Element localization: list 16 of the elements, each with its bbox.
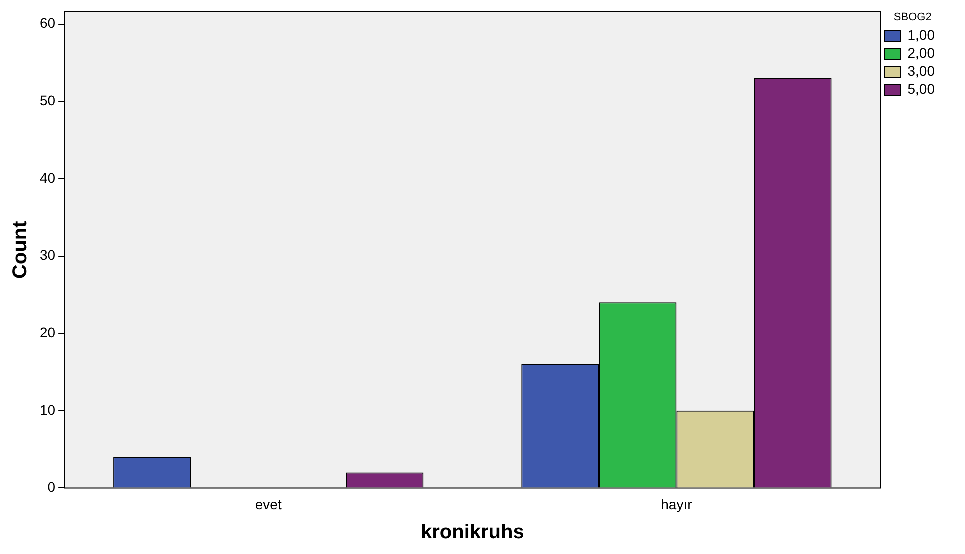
x-tick-label: evet xyxy=(255,496,282,512)
y-tick-label: 10 xyxy=(40,402,56,418)
y-tick-label: 50 xyxy=(40,92,56,109)
x-axis-title: kronikruhs xyxy=(420,522,524,544)
legend-label: 2,00 xyxy=(908,45,936,62)
legend-label: 1,00 xyxy=(908,27,936,44)
x-tick-label: hayır xyxy=(661,496,693,512)
y-tick-label: 40 xyxy=(40,170,56,186)
legend-label: 3,00 xyxy=(908,63,936,80)
y-tick-label: 60 xyxy=(40,15,56,32)
y-tick-label: 20 xyxy=(40,324,56,340)
legend-title: SBOG2 xyxy=(894,12,932,24)
y-axis-title: Count xyxy=(10,220,32,279)
y-tick-label: 0 xyxy=(48,479,56,496)
legend-label: 5,00 xyxy=(908,81,936,98)
y-tick-label: 30 xyxy=(40,247,56,264)
